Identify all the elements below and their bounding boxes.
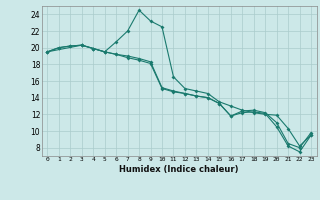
X-axis label: Humidex (Indice chaleur): Humidex (Indice chaleur) — [119, 165, 239, 174]
